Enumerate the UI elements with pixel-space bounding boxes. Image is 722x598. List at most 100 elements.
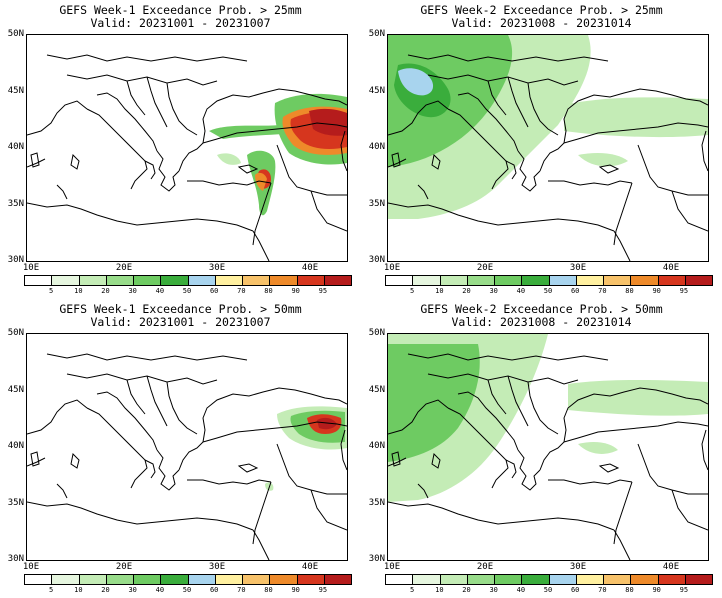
colorbar-label: 80 (264, 287, 273, 295)
coastline (27, 100, 88, 136)
colorbar-label: 30 (128, 586, 137, 594)
coastline (96, 391, 158, 451)
colorbar-label: 60 (570, 287, 580, 295)
probability-area (564, 97, 708, 138)
coastline (202, 122, 347, 144)
latitude-label: 30N (368, 255, 385, 265)
panel-title: GEFS Week-2 Exceedance Prob. > 50mm (420, 302, 663, 316)
coastline (46, 54, 248, 62)
coastline (517, 150, 541, 192)
coastline (487, 379, 507, 415)
coastline (391, 451, 401, 467)
longitude-label: 30E (569, 263, 587, 273)
map-canvas (27, 54, 347, 261)
colorbar-swatch (297, 575, 325, 584)
probability-area (309, 108, 347, 136)
coastline (86, 108, 148, 190)
colorbar-swatch (79, 575, 107, 584)
colorbar-swatch (631, 276, 659, 285)
coastline (388, 457, 407, 467)
panel-valid-range: Valid: 20231001 - 20231007 (90, 16, 271, 30)
latitude-label: 30N (368, 554, 385, 564)
coastline (340, 130, 347, 172)
colorbar-swatch (631, 575, 659, 584)
coastline (66, 74, 218, 86)
colorbar-label: 50 (543, 586, 553, 594)
colorbar-swatch (576, 276, 604, 285)
panel-title: GEFS Week-2 Exceedance Prob. > 25mm (420, 3, 663, 17)
latitude-label: 50N (7, 29, 24, 39)
coastline (237, 463, 259, 473)
coastline (146, 76, 168, 128)
coastline (447, 108, 509, 190)
coastline (388, 158, 407, 168)
colorbar-label: 50 (543, 287, 553, 295)
colorbar-swatch (413, 276, 441, 285)
coastline (487, 80, 507, 116)
colorbar-swatch (522, 575, 550, 584)
colorbar (24, 275, 352, 286)
coastline (598, 463, 620, 473)
colorbar-swatch (467, 276, 495, 285)
longitude-label: 30E (569, 562, 587, 572)
coastline (70, 153, 80, 170)
colorbar-swatch (134, 276, 162, 285)
colorbar-label: 50 (182, 287, 192, 295)
coastline (388, 202, 615, 232)
probability-area (578, 153, 628, 167)
coastline (187, 479, 272, 485)
probability-area (388, 344, 480, 462)
panel-valid-range: Valid: 20231008 - 20231014 (451, 16, 632, 30)
precip-map (26, 34, 348, 262)
coastline (507, 76, 529, 128)
coastline (27, 457, 46, 467)
coastline (56, 184, 68, 200)
coastline (539, 142, 565, 172)
colorbar-label: 30 (489, 586, 498, 594)
colorbar-label: 50 (182, 586, 192, 594)
colorbar-swatch (79, 276, 107, 285)
precip-map (387, 34, 709, 262)
coastline (166, 381, 198, 435)
coastline (276, 443, 347, 495)
panel-title: GEFS Week-1 Exceedance Prob. > 50mm (59, 302, 302, 316)
colorbar-label: 5 (49, 287, 54, 295)
coastline (310, 190, 347, 232)
colorbar-swatch (440, 276, 468, 285)
longitude-label: 10E (383, 263, 401, 273)
coastline (202, 387, 347, 443)
coastline (30, 451, 40, 467)
coastline (637, 443, 708, 495)
latitude-label: 35N (7, 198, 24, 209)
colorbar-label: 70 (598, 287, 607, 295)
colorbar-swatch (604, 575, 632, 584)
map-panel: GEFS Week-2 Exceedance Prob. > 50mm Valid… (361, 299, 722, 598)
coastline (187, 180, 272, 186)
latitude-label: 35N (368, 198, 385, 209)
latitude-label: 35N (368, 497, 385, 508)
probability-area (255, 172, 267, 191)
coastline (144, 459, 156, 479)
colorbar-label: 10 (74, 586, 83, 594)
colorbar-swatch (52, 276, 80, 285)
colorbar-label: 5 (410, 586, 415, 594)
colorbar-swatch (215, 276, 243, 285)
coastline (96, 92, 158, 152)
coastline (457, 391, 519, 451)
map-canvas (27, 353, 347, 560)
colorbar-label: 20 (462, 287, 471, 295)
colorbar-swatch (685, 575, 712, 584)
coastline (388, 501, 615, 531)
latitude-label: 40N (368, 441, 385, 451)
colorbar-label: 90 (291, 287, 300, 295)
coastline (563, 387, 708, 443)
coastline (30, 152, 40, 168)
colorbar-swatch (467, 575, 495, 584)
coastline (407, 353, 609, 361)
latitude-label: 50N (368, 328, 385, 338)
colorbar-swatch (297, 276, 325, 285)
colorbar-swatch (25, 575, 53, 584)
coastline (431, 452, 441, 469)
colorbar-label: 40 (516, 586, 526, 594)
latitude-label: 45N (7, 384, 24, 395)
